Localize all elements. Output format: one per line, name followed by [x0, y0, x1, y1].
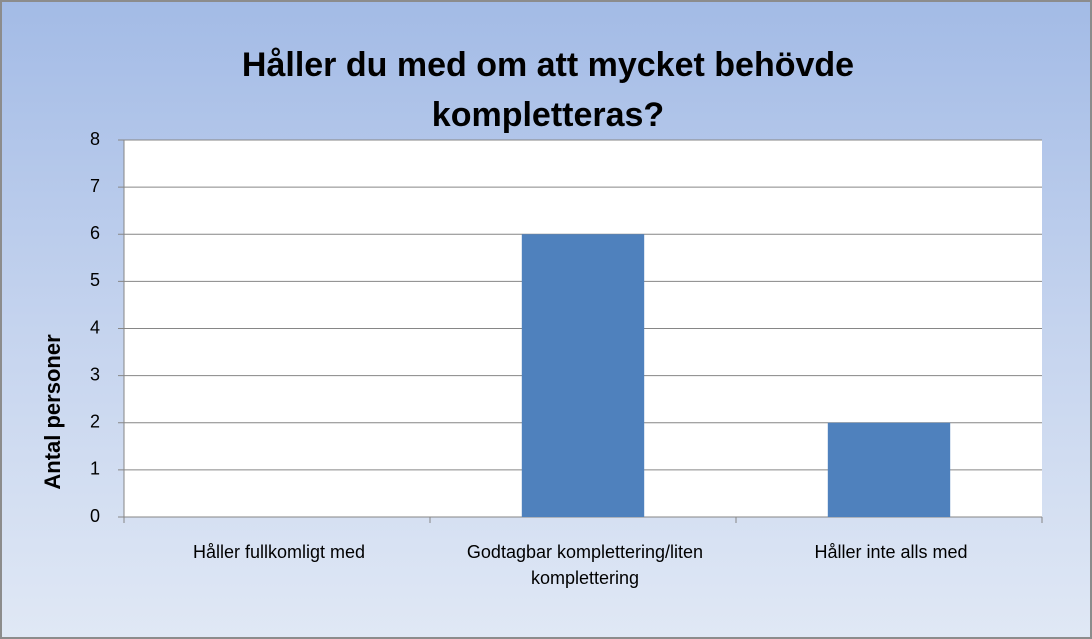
y-tick-label: 4 [90, 317, 100, 337]
y-tick-label: 6 [90, 223, 100, 243]
y-tick-label: 1 [90, 459, 100, 479]
y-tick-label: 8 [90, 129, 100, 149]
y-tick-label: 7 [90, 176, 100, 196]
bar [827, 422, 951, 517]
y-axis-label: Antal personer [40, 334, 65, 490]
bar [521, 234, 645, 517]
x-tick-label: Godtagbar komplettering/liten kompletter… [466, 542, 704, 588]
chart-title: Håller du med om att mycket behövde komp… [241, 46, 855, 134]
x-tick-label: Håller fullkomligt med [192, 542, 366, 562]
y-tick-label: 2 [90, 412, 100, 432]
x-tick-label: Håller inte alls med [814, 542, 968, 562]
y-tick-label: 5 [90, 270, 100, 290]
y-tick-label: 3 [90, 364, 100, 384]
y-tick-label: 0 [90, 506, 100, 526]
